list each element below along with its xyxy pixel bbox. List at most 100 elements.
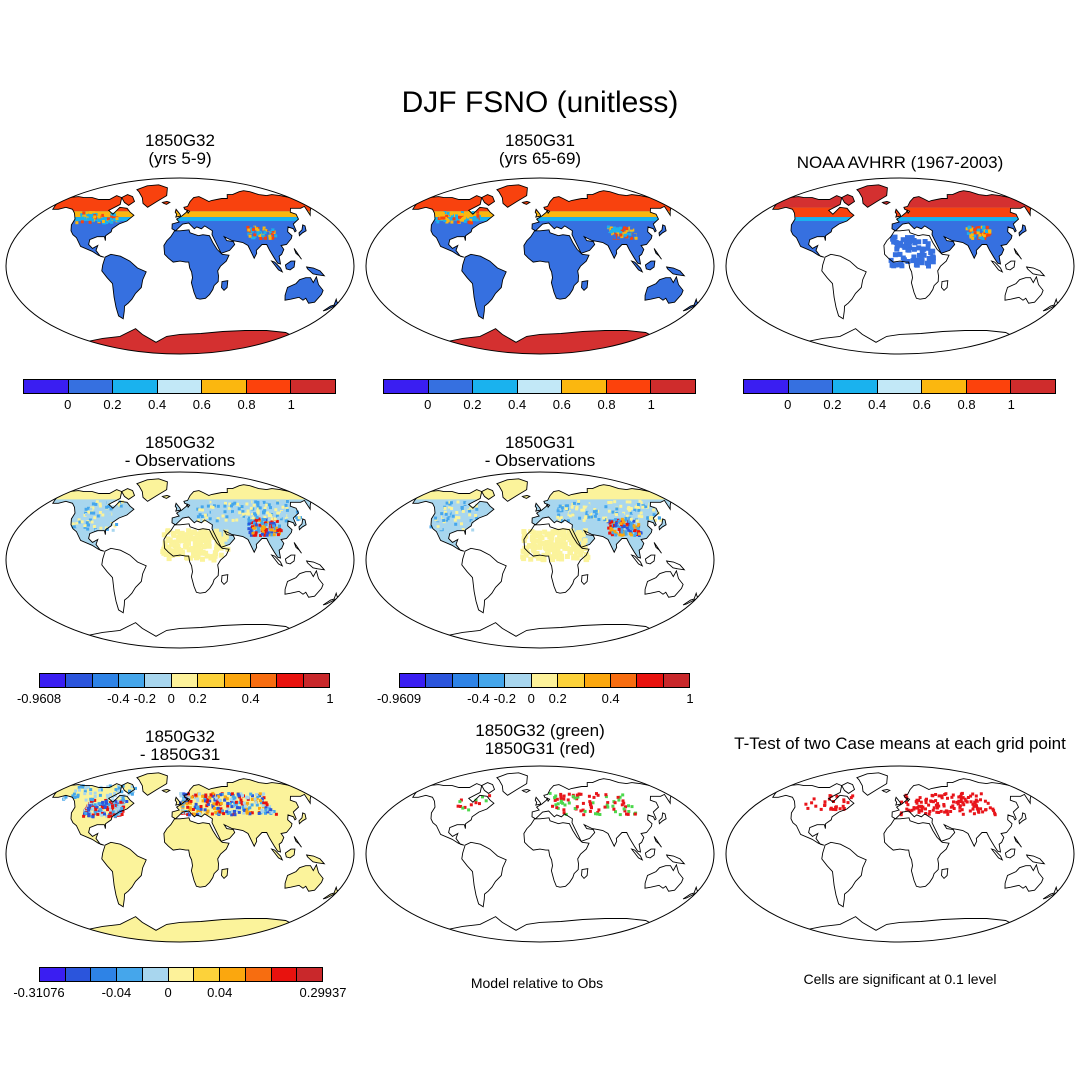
grid-cell [208,517,212,521]
colorbar-swatch [65,968,92,981]
coastline-newguinea [305,560,326,571]
grid-cell [271,225,275,229]
grid-cell [250,811,254,815]
grid-cell [580,532,586,538]
grid-cell [612,226,616,230]
grid-cell [278,515,282,519]
grid-cell [623,233,627,237]
coastline-namerica [411,489,495,552]
grid-cell [98,504,102,508]
grid-cell [911,246,917,252]
grid-cell [982,227,986,230]
grid-cell [924,260,930,266]
coastline-philippines [653,542,662,554]
grid-cell [258,509,262,513]
grid-cell [590,515,594,519]
grid-cell [272,522,276,525]
grid-cell [238,806,242,810]
grid-cell [641,508,645,512]
land-fill-namerica [412,195,494,258]
coastline-africa [883,817,950,888]
grid-cell [83,792,87,796]
land-fill-namerica [412,489,494,552]
grid-cell [467,808,471,812]
colorbar-swatch [384,380,429,393]
grid-cell [113,218,116,222]
colorbar-tick-label: 1 [287,397,295,412]
grid-cell [108,784,112,788]
grid-cell [919,258,925,264]
grid-cell [274,508,278,512]
colorbar-tick-label: 0.2 [188,691,207,706]
coastline-borneo [644,848,656,859]
land-fill-australia [645,276,684,304]
grid-cell [528,529,534,535]
grid-cell [83,787,87,791]
grid-cell [576,530,582,536]
grid-cell [273,526,277,530]
grid-cell [223,510,227,514]
grid-cell [613,529,617,533]
grid-cell [101,811,105,815]
grid-cell [651,506,655,510]
grid-cell [892,252,898,258]
grid-cell [256,503,260,507]
grid-cell [458,502,462,506]
grid-cell [540,541,546,546]
land-fill-namerica [772,195,854,258]
grid-cell [293,510,297,514]
grid-cell [465,212,469,216]
grid-cell [221,514,225,518]
grid-cell [87,506,90,510]
grid-cell [623,508,627,512]
grid-cell [101,513,105,517]
grid-cell [648,516,652,520]
grid-cell [918,796,922,800]
colorbar-tick-label: 0.4 [868,397,887,412]
grid-cell [939,809,943,813]
grid-cell [463,517,466,521]
grid-cell [612,506,616,510]
panel-title-line2: (yrs 65-69) [498,149,582,168]
coastline-philippines [1013,836,1022,848]
grid-cell [951,793,955,797]
grid-cell [267,807,271,811]
grid-cell [615,507,619,511]
coastline-antarctica [783,328,1018,354]
coastline-australia [284,863,324,892]
grid-cell [194,555,199,561]
grid-cell [161,532,167,538]
grid-cell [245,515,248,519]
coastline-australia [644,863,684,892]
land-fill-antarctica [63,916,297,942]
grid-cell [530,539,536,545]
grid-cell [251,236,254,240]
grid-cell [652,513,656,517]
grid-cell [273,529,277,533]
grid-cell [628,526,632,530]
coastline-newguinea [665,854,686,865]
coastline-australia [1004,275,1044,304]
grid-cell [561,543,567,549]
grid-cell [91,502,95,506]
grid-cell [279,517,283,521]
coastline-uk [174,796,182,806]
grid-cell [264,229,268,233]
grid-cell [260,808,264,812]
grid-cell [208,500,212,504]
land-fill-africa [524,818,589,887]
grid-cell [607,526,611,530]
grid-cell [562,797,566,801]
grid-cell [471,528,475,532]
grid-cell [109,507,113,511]
grid-cell [966,231,970,235]
grid-cell [265,520,269,524]
grid-cell [199,805,203,808]
grid-cell [226,503,230,506]
grid-cell [272,533,276,537]
grid-cell [216,795,220,799]
grid-cell [196,805,199,809]
grid-cell [106,805,110,809]
coastline-greenland [496,772,528,796]
grid-cell [915,801,919,805]
